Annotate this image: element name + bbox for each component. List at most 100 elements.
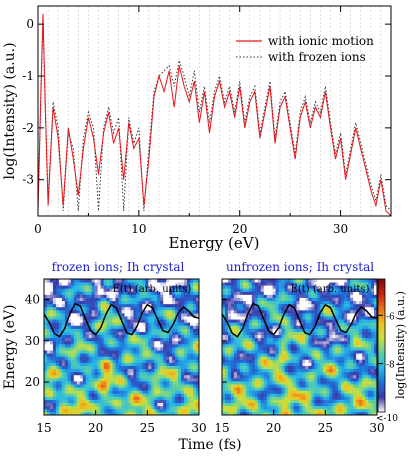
heatmap-cell	[175, 408, 179, 413]
heatmap-cell	[55, 300, 60, 305]
heatmap-cell	[302, 334, 306, 339]
heatmap-cell	[293, 384, 297, 388]
heatmap-cell	[239, 334, 244, 339]
heatmap-cell	[317, 300, 321, 305]
heatmap-cell	[169, 381, 173, 385]
heatmap-cell	[245, 374, 250, 379]
heatmap-cell	[251, 362, 256, 366]
heatmap-cell	[163, 374, 167, 379]
heatmap-cell	[139, 328, 143, 332]
heatmap-cell	[356, 303, 360, 308]
heatmap-cell	[61, 334, 66, 339]
heatmap-cell	[347, 408, 351, 413]
heatmap-cell	[287, 322, 291, 326]
heatmap-cell	[320, 285, 324, 289]
heatmap-cell	[356, 408, 360, 413]
heatmap-cell	[67, 294, 72, 298]
heatmap-cell	[136, 411, 140, 415]
heatmap-cell	[82, 303, 87, 308]
heatmap-cell	[49, 347, 54, 351]
heatmap-cell	[248, 279, 253, 283]
heatmap-cell	[236, 359, 241, 363]
heatmap-cell	[184, 353, 188, 357]
heatmap-cell	[278, 408, 283, 413]
heatmap-cell	[55, 387, 60, 391]
heatmap-cell	[257, 297, 262, 302]
heatmap-cell	[148, 362, 152, 366]
heatmap-cell	[112, 356, 116, 360]
heatmap-cell	[130, 368, 134, 373]
heatmap-cell	[196, 371, 199, 376]
heatmap-cell	[109, 368, 113, 373]
heatmap-cell	[178, 282, 182, 286]
heatmap-cell	[64, 381, 69, 385]
heatmap-cell	[64, 313, 69, 317]
heatmap-cell	[124, 387, 128, 391]
heatmap-cell	[335, 309, 339, 314]
heatmap-cell	[275, 374, 280, 379]
heatmap-cell	[169, 356, 173, 360]
heatmap-cell	[323, 405, 327, 410]
y-tick-label: -1	[22, 69, 34, 83]
heatmap-cell	[350, 377, 354, 382]
heatmap-cell	[269, 340, 274, 345]
heatmap-cell	[82, 331, 87, 336]
heatmap-cell	[353, 371, 357, 376]
heatmap-cell	[287, 353, 291, 357]
heatmap-cell	[145, 384, 149, 388]
heatmap-cell	[157, 294, 161, 298]
heatmap-cell	[76, 399, 81, 404]
heatmap-cell	[287, 411, 291, 415]
heatmap-cell	[130, 297, 134, 302]
heatmap-cell	[139, 291, 143, 295]
heatmap-cell	[269, 408, 274, 413]
heatmap-cell	[145, 387, 149, 391]
heatmap-cell	[139, 399, 143, 404]
heatmap-cell	[52, 396, 57, 400]
heatmap-cell	[58, 408, 63, 413]
heatmap-cell	[374, 350, 377, 354]
heatmap-cell	[293, 387, 297, 391]
heatmap-cell	[94, 390, 99, 394]
heatmap-cell	[251, 350, 256, 354]
heatmap-cell	[353, 334, 357, 339]
heatmap-cell	[133, 297, 137, 302]
heatmap-cell	[302, 362, 306, 366]
heatmap-cell	[190, 285, 194, 289]
heatmap-cell	[118, 390, 122, 394]
heatmap-cell	[151, 371, 155, 376]
heatmap-cell	[145, 365, 149, 370]
heatmap-cell	[178, 328, 182, 332]
heatmap-cell	[67, 381, 72, 385]
heatmap-cell	[263, 402, 268, 407]
heatmap-cell	[323, 316, 327, 320]
heatmap-cell	[269, 297, 274, 302]
heatmap-cell	[362, 408, 366, 413]
heatmap-cell	[257, 402, 262, 407]
heatmap-cell	[260, 411, 265, 415]
heatmap-cell	[193, 393, 197, 397]
heatmap-cell	[368, 411, 372, 415]
heatmap-cell	[365, 325, 369, 329]
heatmap-cell	[368, 282, 372, 286]
heatmap-cell	[314, 365, 318, 370]
heatmap-cell	[326, 343, 330, 348]
heatmap-cell	[269, 306, 274, 311]
heatmap-cell	[230, 390, 235, 394]
heatmap-cell	[368, 399, 372, 404]
heatmap-cell	[118, 374, 122, 379]
heatmap-cell	[353, 325, 357, 329]
heatmap-cell	[248, 303, 253, 308]
heatmap-cell	[341, 393, 345, 397]
heatmap-cell	[326, 377, 330, 382]
heatmap-cell	[196, 402, 199, 407]
heatmap-cell	[278, 353, 283, 357]
heatmap-cell	[172, 393, 176, 397]
heatmap-cell	[305, 297, 309, 302]
heatmap-cell	[299, 334, 303, 339]
heatmap-cell	[326, 399, 330, 404]
heatmap-cell	[275, 279, 280, 283]
heatmap-cell	[239, 282, 244, 286]
heatmap-cell	[163, 396, 167, 400]
heatmap-cell	[293, 356, 297, 360]
